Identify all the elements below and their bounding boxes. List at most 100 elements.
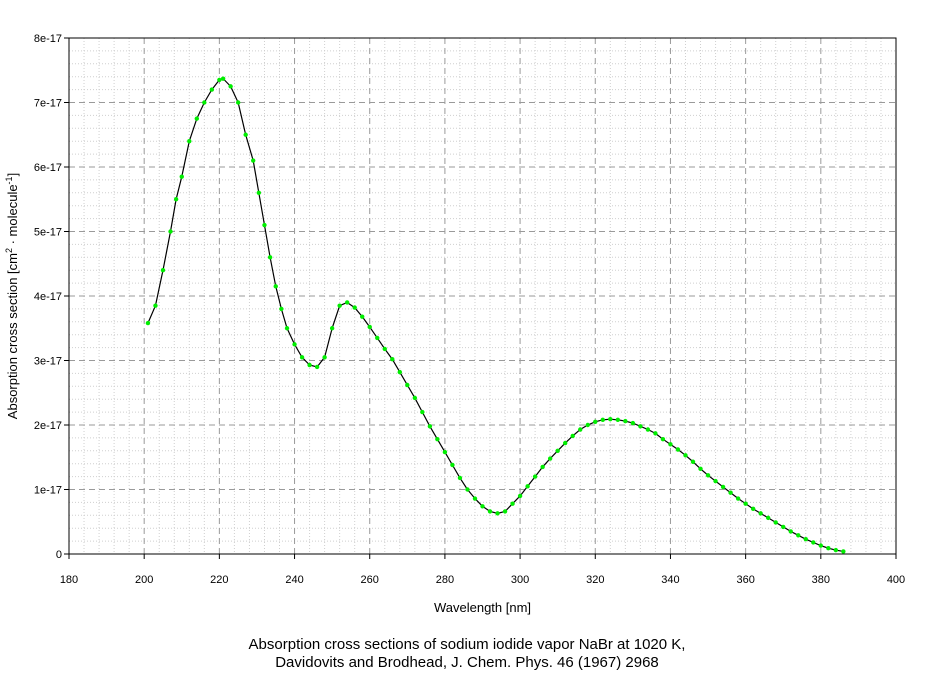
data-point: [765, 515, 771, 521]
x-tick-label: 360: [736, 574, 754, 586]
data-point: [390, 357, 395, 362]
data-point: [788, 529, 793, 534]
x-tick-label: 240: [285, 574, 303, 586]
data-point: [615, 417, 621, 423]
data-point: [593, 419, 598, 424]
data-point: [660, 436, 666, 442]
x-tick-label: 280: [436, 574, 454, 586]
x-axis-ticks: 180 200 220 240 260 280 300 320 340 360 380 400: [60, 554, 905, 586]
y-tick-label: 1e-17: [34, 485, 62, 497]
data-point: [153, 303, 158, 308]
y-tick-label: 3e-17: [34, 356, 62, 368]
data-point: [427, 424, 433, 429]
x-axis-title: Wavelength [nm]: [434, 600, 531, 615]
data-point: [435, 436, 440, 442]
grid: [68, 37, 897, 555]
data-point: [713, 478, 718, 484]
data-point: [750, 506, 756, 512]
data-point: [811, 540, 816, 545]
data-series: [145, 76, 846, 554]
data-point: [412, 395, 418, 401]
data-point: [145, 320, 151, 326]
data-point: [532, 474, 538, 479]
y-tick-label: 8e-17: [34, 33, 62, 45]
data-point: [262, 222, 267, 228]
data-point: [517, 493, 523, 499]
x-tick-label: 200: [135, 574, 153, 586]
data-point: [600, 417, 605, 423]
y-tick-label: 5e-17: [34, 227, 62, 239]
data-point: [160, 268, 166, 273]
data-point: [442, 449, 448, 455]
data-point: [194, 116, 200, 121]
x-tick-label: 220: [210, 574, 228, 586]
data-point: [397, 369, 402, 375]
data-point: [322, 355, 327, 360]
data-point: [256, 190, 262, 195]
data-point: [720, 484, 726, 490]
data-point: [781, 524, 786, 530]
data-point: [743, 501, 748, 506]
data-point: [608, 417, 613, 422]
x-tick-label: 300: [511, 574, 529, 586]
data-point: [803, 536, 808, 542]
chart: 180 200 220 240 260 280 300 320 340 360 380 400 0 1e…: [4, 33, 905, 615]
data-point: [796, 533, 801, 538]
caption-line-1: Absorption cross sections of sodium iodi…: [248, 636, 686, 653]
data-point: [168, 229, 173, 234]
data-point: [382, 346, 387, 352]
data-point: [841, 549, 846, 554]
data-point: [502, 509, 508, 514]
data-point: [235, 100, 241, 105]
x-tick-label: 400: [887, 574, 905, 586]
data-point: [209, 87, 215, 92]
data-point: [267, 255, 273, 260]
data-point: [367, 324, 372, 330]
x-tick-label: 180: [60, 574, 78, 586]
data-point: [570, 433, 575, 439]
data-point: [202, 100, 207, 105]
x-tick-label: 320: [586, 574, 604, 586]
y-axis-title: Absorption cross section [cm2 · molecule…: [4, 173, 20, 419]
data-point: [638, 424, 643, 429]
data-point: [735, 496, 741, 501]
y-tick-label: 2e-17: [34, 420, 62, 432]
data-point: [487, 509, 493, 514]
y-tick-label: 6e-17: [34, 162, 62, 174]
data-point: [307, 362, 312, 368]
data-point: [337, 303, 342, 308]
data-point: [243, 132, 248, 137]
x-tick-label: 260: [361, 574, 379, 586]
data-point: [653, 431, 658, 436]
x-tick-label: 380: [812, 574, 830, 586]
data-point: [480, 504, 485, 509]
data-point: [179, 174, 184, 179]
data-point: [540, 464, 545, 470]
data-point: [299, 355, 305, 360]
y-axis-ticks: 0 1e-17 2e-17 3e-17 4e-17 5e-17 6e-17 7e-17 8e-1…: [34, 33, 69, 561]
data-point: [826, 546, 831, 551]
data-point: [465, 487, 470, 492]
data-point: [547, 456, 553, 461]
data-point: [563, 440, 568, 446]
data-point: [360, 314, 365, 319]
data-point: [228, 84, 233, 89]
data-point: [284, 326, 290, 331]
data-point: [251, 158, 256, 163]
data-point: [630, 420, 636, 426]
caption-line-2: Davidovits and Brodhead, J. Chem. Phys. …: [275, 654, 659, 671]
data-point: [510, 501, 515, 506]
data-point: [450, 462, 455, 468]
data-point: [683, 453, 688, 458]
data-point: [292, 342, 297, 347]
y-tick-label: 0: [56, 549, 62, 561]
data-point: [279, 306, 284, 312]
data-point: [173, 197, 179, 202]
data-point: [457, 475, 463, 481]
data-point: [818, 543, 824, 548]
data-point: [758, 511, 763, 516]
data-point: [217, 77, 222, 83]
data-point: [352, 305, 357, 310]
data-point: [420, 409, 425, 415]
x-tick-label: 340: [661, 574, 679, 586]
